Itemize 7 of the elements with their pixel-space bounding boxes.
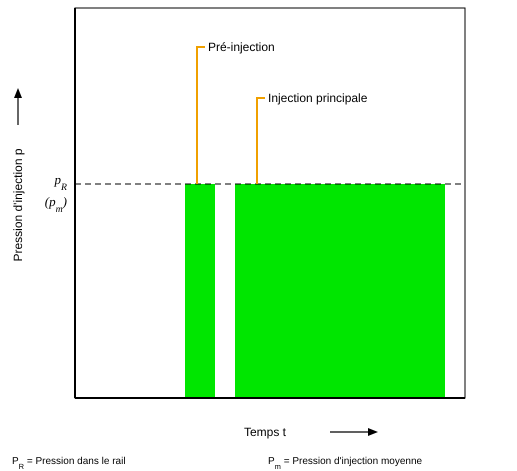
text: P$_{R}$ = Pression dans le rail [12, 456, 126, 470]
text: P$_{m}$ = Pression d'injection moyenne [268, 456, 423, 470]
y-axis-title: Pression d'injection p [11, 148, 25, 262]
text: Injection principale [268, 91, 368, 105]
text: Pré-injection [208, 40, 275, 54]
ref-line-label: p$_{R}$ (p$_{m}$) [44, 172, 68, 214]
x-axis-title: Temps t [244, 425, 287, 439]
